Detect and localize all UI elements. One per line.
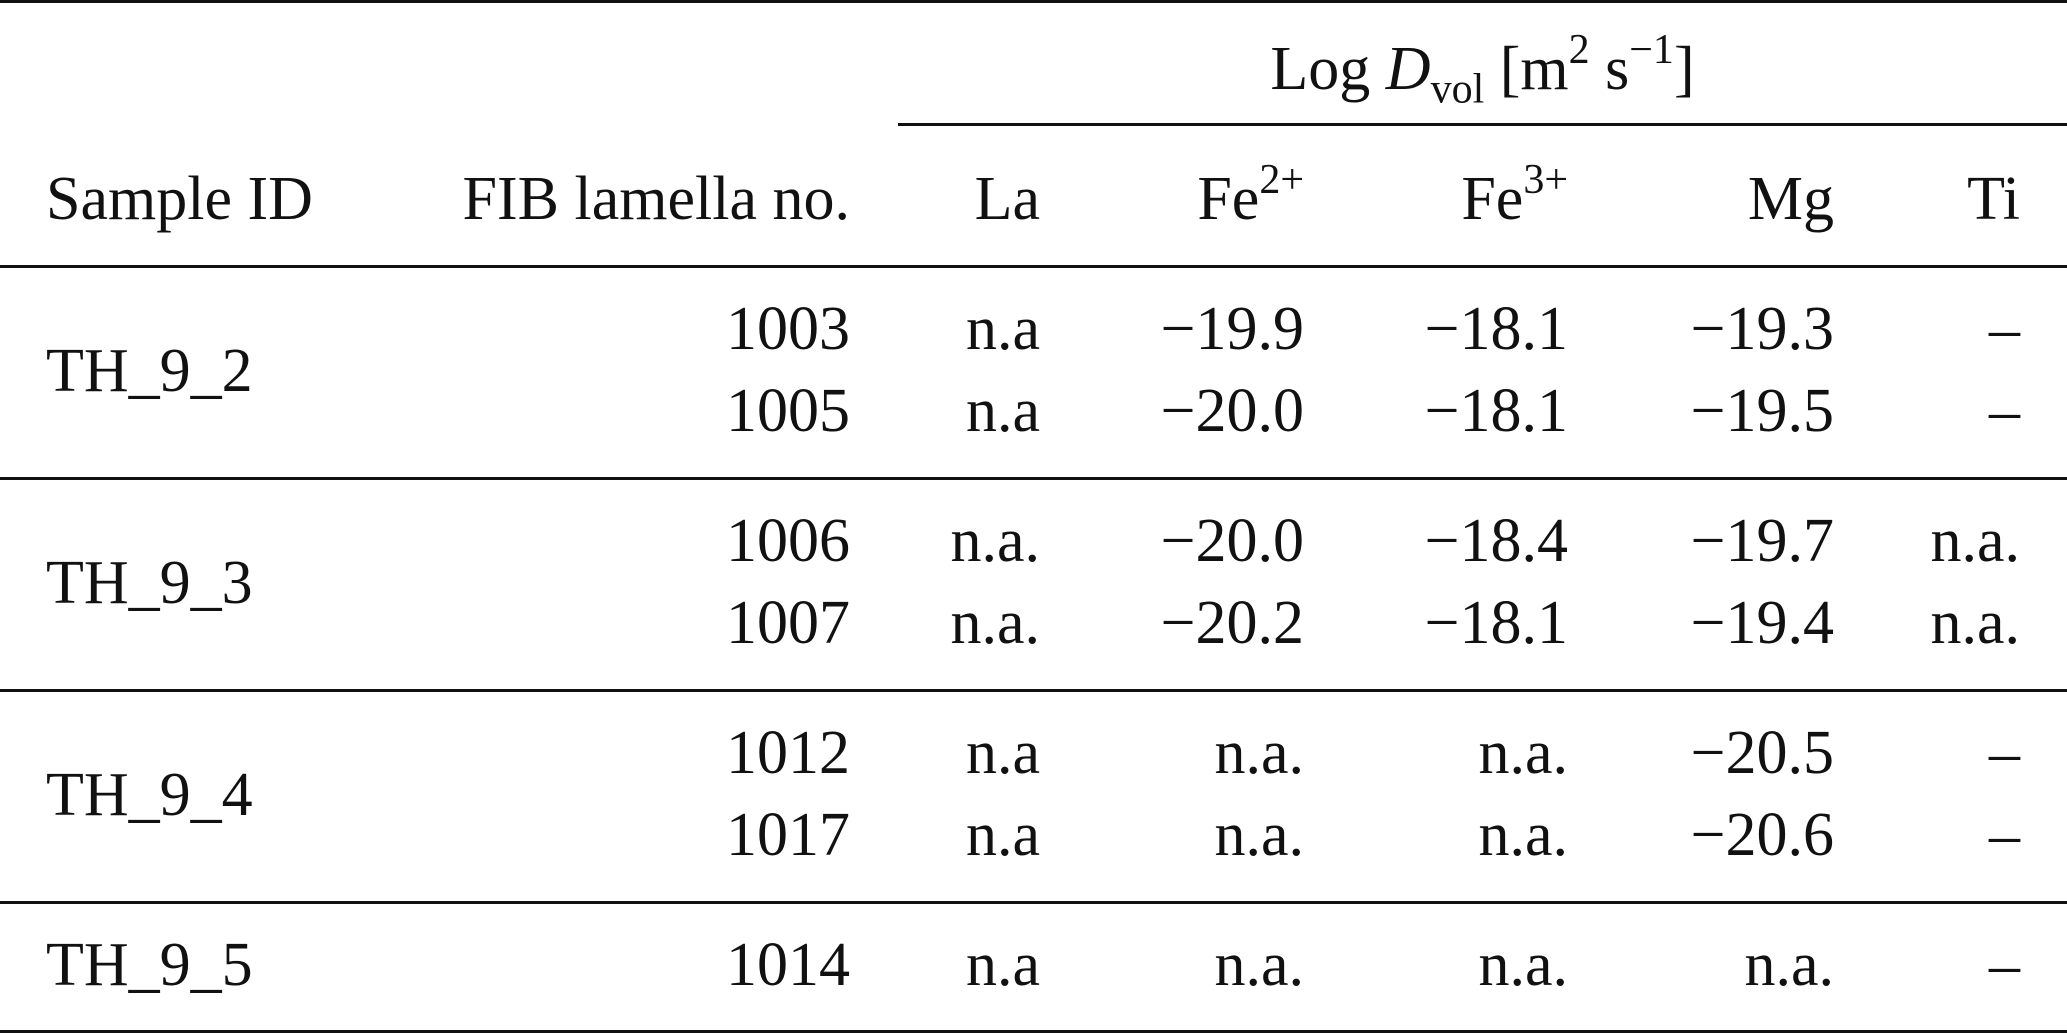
ti-cell: –	[1989, 377, 2020, 445]
sample-id-cell: TH_9_5	[46, 931, 253, 999]
fe2-cell: n.a.	[1214, 719, 1304, 787]
fib-cell: 1012	[726, 719, 850, 787]
column-header-ti: Ti	[1967, 165, 2020, 233]
ti-cell: –	[1989, 801, 2020, 869]
fe3-cell: −18.1	[1424, 377, 1568, 445]
ti-cell: –	[1989, 719, 2020, 787]
fib-cell: 1006	[726, 507, 850, 575]
group-header-unit-open: [m	[1499, 35, 1569, 103]
mg-cell: −19.4	[1690, 589, 1834, 657]
ti-cell: n.a.	[1930, 507, 2020, 575]
column-header-la: La	[974, 165, 1040, 233]
fib-cell: 1017	[726, 801, 850, 869]
top-rule	[0, 0, 2067, 3]
sample-id-cell: TH_9_4	[46, 761, 253, 829]
fe2-cell: −20.0	[1160, 507, 1304, 575]
fib-cell: 1014	[726, 931, 850, 999]
mg-cell: −19.5	[1690, 377, 1834, 445]
fe3-cell: n.a.	[1478, 931, 1568, 999]
ti-cell: –	[1989, 931, 2020, 999]
group-header-unit-mid: s	[1589, 35, 1630, 103]
mg-cell: n.a.	[1744, 931, 1834, 999]
group-header-unit-exp2: −1	[1629, 27, 1674, 74]
fe2-cell: n.a.	[1214, 931, 1304, 999]
ti-cell: –	[1989, 295, 2020, 363]
header-bottom-rule	[0, 265, 2067, 268]
fe2-cell: n.a.	[1214, 801, 1304, 869]
fe2-cell: −19.9	[1160, 295, 1304, 363]
group-header-rule	[898, 123, 2067, 126]
fe3-base: Fe	[1461, 165, 1524, 233]
la-cell: n.a	[965, 377, 1040, 445]
ti-cell: n.a.	[1930, 589, 2020, 657]
la-cell: n.a	[965, 801, 1040, 869]
group-divider-rule	[0, 689, 2067, 692]
la-cell: n.a	[965, 295, 1040, 363]
la-cell: n.a	[965, 931, 1040, 999]
sample-id-cell: TH_9_2	[46, 337, 253, 405]
bottom-rule	[0, 1030, 2067, 1033]
fe3-charge: 3+	[1523, 157, 1568, 204]
mg-cell: −19.7	[1690, 507, 1834, 575]
mg-cell: −20.6	[1690, 801, 1834, 869]
la-cell: n.a.	[950, 589, 1040, 657]
fe3-cell: −18.4	[1424, 507, 1568, 575]
group-header-subscript: vol	[1430, 66, 1485, 113]
column-header-fe3: Fe3+	[1364, 159, 1568, 233]
group-header-prefix: Log	[1270, 35, 1371, 103]
group-header-symbol: D	[1385, 35, 1431, 103]
column-header-sample-id: Sample ID	[46, 165, 313, 233]
group-divider-rule	[0, 477, 2067, 480]
fib-cell: 1003	[726, 295, 850, 363]
la-cell: n.a.	[950, 507, 1040, 575]
mg-cell: −20.5	[1690, 719, 1834, 787]
group-header-unit-exp1: 2	[1568, 27, 1590, 74]
column-header-fe2: Fe2+	[1100, 159, 1304, 233]
sample-id-cell: TH_9_3	[46, 549, 253, 617]
fe2-base: Fe	[1197, 165, 1260, 233]
fe3-cell: −18.1	[1424, 295, 1568, 363]
fe3-cell: n.a.	[1478, 719, 1568, 787]
fe2-cell: −20.0	[1160, 377, 1304, 445]
la-cell: n.a	[965, 719, 1040, 787]
fe2-charge: 2+	[1259, 157, 1304, 204]
column-header-fib-lamella: FIB lamella no.	[462, 165, 850, 233]
mg-cell: −19.3	[1690, 295, 1834, 363]
group-divider-rule	[0, 901, 2067, 904]
fib-cell: 1007	[726, 589, 850, 657]
group-header-label: Log Dvol [m2 s−1]	[898, 29, 2067, 110]
fe3-cell: −18.1	[1424, 589, 1568, 657]
fib-cell: 1005	[726, 377, 850, 445]
fe3-cell: n.a.	[1478, 801, 1568, 869]
column-header-mg: Mg	[1747, 165, 1834, 233]
fe2-cell: −20.2	[1160, 589, 1304, 657]
group-header-unit-close: ]	[1673, 35, 1695, 103]
